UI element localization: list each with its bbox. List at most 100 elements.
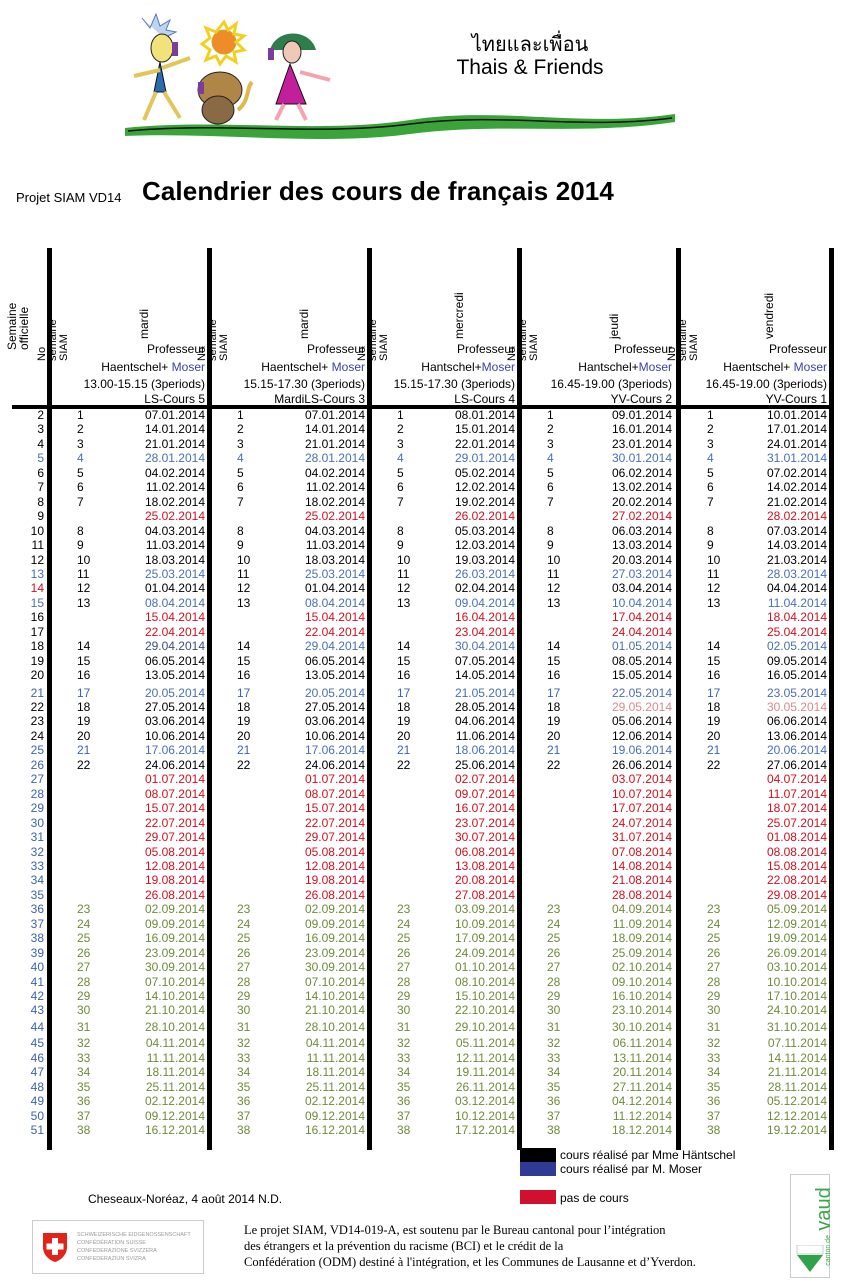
course-date: 30.09.2014	[304, 960, 365, 975]
course-date: 09.09.2014	[144, 916, 205, 931]
official-week-number: 30	[30, 815, 44, 830]
course-date: 09.04.2014	[454, 595, 515, 610]
siam-week-number: 5	[397, 465, 404, 480]
official-week-number: 42	[30, 989, 44, 1003]
table-row: 2 1 07.01.2014 1 07.01.2014 1 08.01.2014 1 09.01…	[0, 408, 848, 422]
table-row: 35 26.08.2014 26.08.2014 27.08.2014 28.08.20…	[0, 888, 848, 902]
course-date: 16.09.2014	[304, 931, 365, 946]
course-date: 22.07.2014	[144, 815, 205, 830]
course-date: 03.09.2014	[454, 902, 515, 917]
course-date: 06.02.2014	[611, 465, 672, 480]
siam-week-number: 20	[77, 728, 91, 743]
official-week-number: 39	[30, 945, 44, 960]
siam-week-number: 36	[547, 1094, 561, 1109]
course-date: 28.10.2014	[304, 1019, 365, 1034]
siam-week-number: 6	[77, 480, 84, 495]
course-date: 27.06.2014	[766, 757, 827, 772]
course-date: 13.08.2014	[454, 858, 515, 873]
siam-week-number: 22	[547, 757, 561, 772]
siam-week-number: 7	[547, 494, 554, 509]
official-week-number: 11	[31, 538, 44, 553]
siam-week-number: 36	[77, 1094, 91, 1109]
course-date: 10.04.2014	[611, 595, 672, 610]
funding-line: Confédération (ODM) destiné à l'intégrat…	[244, 1255, 696, 1269]
siam-week-number: 27	[547, 960, 561, 975]
table-row: 33 12.08.2014 12.08.2014 13.08.2014 14.08.20…	[0, 859, 848, 873]
course-date: 28.01.2014	[144, 451, 205, 466]
day-header: vendredi	[762, 292, 776, 339]
column-separator	[47, 248, 52, 1150]
course-date: 13.11.2014	[612, 1050, 672, 1065]
course-date: 19.08.2014	[144, 873, 205, 888]
teacher-moser: Moser	[331, 360, 365, 374]
professor-label: Professeur	[146, 342, 205, 356]
table-row: 9 25.02.2014 25.02.2014 26.02.2014 27.02.201…	[0, 509, 848, 523]
course-date: 07.08.2014	[611, 844, 672, 859]
course-date: 19.03.2014	[454, 552, 515, 567]
course-date: 28.11.2014	[767, 1079, 827, 1094]
siam-week-number: 11	[397, 566, 410, 581]
course-date: 05.03.2014	[454, 523, 515, 538]
official-week-number: 20	[30, 668, 44, 683]
table-row: 11 9 11.03.2014 9 11.03.2014 9 12.03.2014 9 13.0…	[0, 538, 848, 552]
canton-vaud-logo: canton de vaud	[790, 1174, 835, 1278]
course-date: 03.12.2014	[454, 1094, 515, 1109]
siam-week-number: 13	[77, 595, 91, 610]
siam-week-number: 31	[547, 1019, 561, 1034]
official-week-number: 37	[30, 916, 44, 931]
course-date: 22.04.2014	[304, 624, 365, 639]
siam-week-number: 24	[707, 916, 721, 931]
siam-week-number: 14	[77, 639, 91, 654]
siam-week-number: 13	[547, 595, 561, 610]
course-date: 07.10.2014	[144, 974, 205, 989]
course-date: 07.05.2014	[454, 653, 515, 668]
siam-week-number: 22	[397, 757, 411, 772]
official-week-number: 16	[30, 610, 44, 625]
official-week-number: 15	[30, 595, 44, 610]
course-date: 01.05.2014	[611, 639, 672, 654]
siam-week-number: 15	[707, 653, 721, 668]
course-date: 30.07.2014	[454, 830, 515, 845]
course-date: 29.10.2014	[454, 1019, 515, 1034]
course-date: 09.12.2014	[304, 1108, 365, 1123]
siam-week-number: 1	[77, 408, 84, 422]
course-date: 19.08.2014	[304, 873, 365, 888]
course-date: 09.09.2014	[304, 916, 365, 931]
siam-week-number: 3	[547, 436, 554, 451]
official-week-number: 49	[30, 1094, 44, 1109]
course-date: 02.10.2014	[611, 960, 672, 975]
siam-week-number: 5	[707, 465, 714, 480]
official-week-number: 32	[30, 844, 44, 859]
table-row: 14 12 01.04.2014 12 01.04.2014 12 02.04.2014 12…	[0, 581, 848, 595]
siam-week-number: 32	[707, 1036, 721, 1051]
siam-week-number: 4	[237, 451, 244, 466]
siam-week-number: 10	[77, 552, 91, 567]
table-row: 51 38 16.12.2014 38 16.12.2014 38 17.12.2014 38…	[0, 1123, 848, 1137]
course-date: 04.06.2014	[454, 714, 515, 729]
course-date: 14.03.2014	[766, 538, 827, 553]
siam-week-number: 31	[77, 1019, 91, 1034]
course-date: 04.11.2014	[145, 1036, 205, 1051]
course-date: 05.06.2014	[611, 714, 672, 729]
table-row: 46 33 11.11.2014 33 11.11.2014 33 12.11.2014 33…	[0, 1051, 848, 1065]
siam-week-number: 27	[77, 960, 91, 975]
siam-week-number: 14	[237, 639, 251, 654]
table-row: 8 7 18.02.2014 7 18.02.2014 7 19.02.2014 7 20.02…	[0, 495, 848, 509]
siam-week-number: 19	[397, 714, 411, 729]
course-date: 24.01.2014	[766, 436, 827, 451]
table-row: 49 36 02.12.2014 36 02.12.2014 36 03.12.2014 36…	[0, 1094, 848, 1108]
siam-week-number: 16	[237, 668, 251, 683]
siam-week-number: 7	[77, 494, 84, 509]
siam-week-number: 38	[397, 1123, 411, 1138]
course-date: 01.04.2014	[304, 581, 365, 596]
course-date: 14.10.2014	[144, 989, 205, 1003]
person-left-icon	[133, 12, 191, 121]
course-date: 14.02.2014	[766, 480, 827, 495]
siam-week-number: 12	[77, 581, 91, 596]
official-week-number: 6	[37, 465, 44, 480]
course-date: 02.09.2014	[144, 902, 205, 917]
course-date: 09.12.2014	[144, 1108, 205, 1123]
siam-week-number: 23	[397, 902, 411, 917]
siam-week-number: 6	[397, 480, 404, 495]
table-row: 28 08.07.2014 08.07.2014 09.07.2014 10.07.20…	[0, 787, 848, 801]
